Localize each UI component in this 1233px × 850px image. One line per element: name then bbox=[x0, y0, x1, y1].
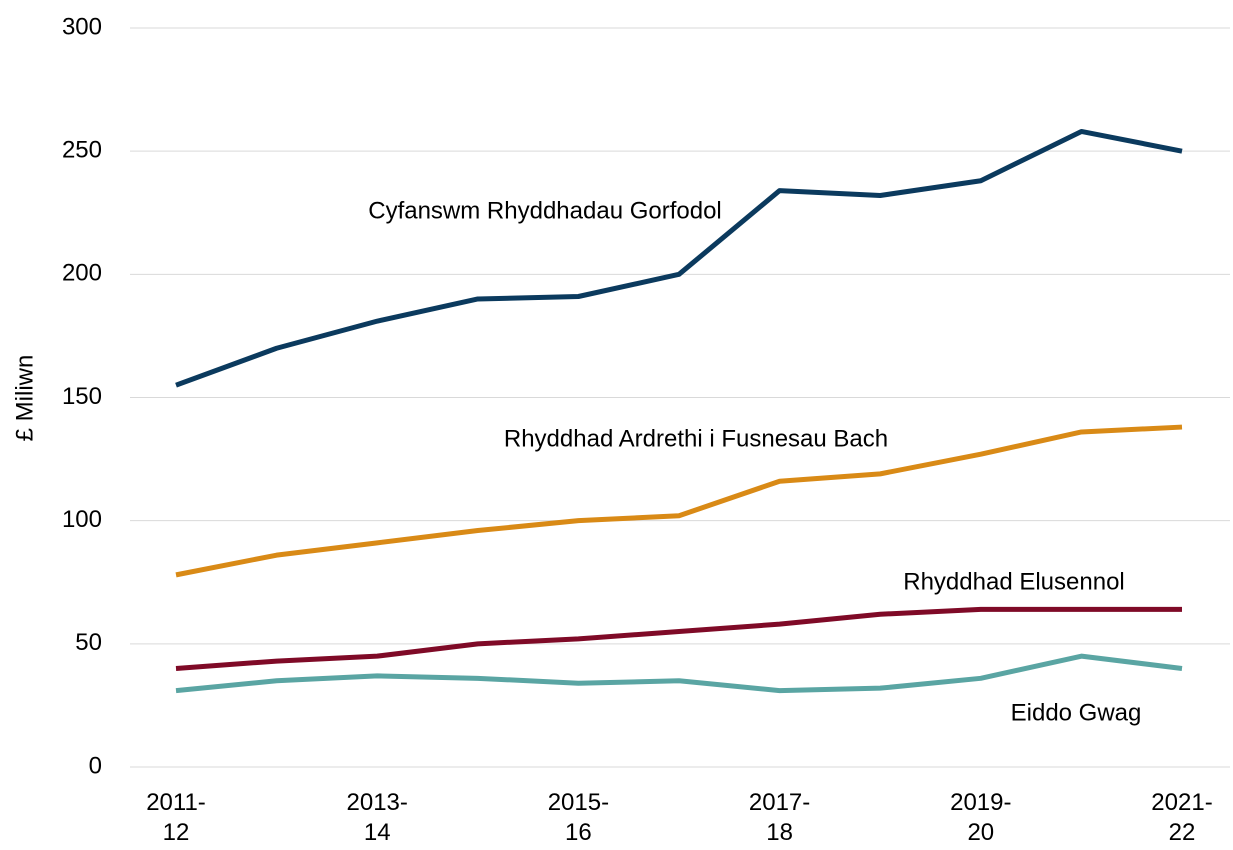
x-tick-label-line: 2011- bbox=[146, 789, 206, 816]
series-line bbox=[175, 606, 1182, 671]
series-label: Rhyddhad Elusennol bbox=[903, 568, 1125, 595]
y-tick-label: 250 bbox=[62, 137, 102, 164]
x-tick-label-line: 22 bbox=[1169, 819, 1196, 846]
x-tick-label: 2015- 16 bbox=[548, 789, 609, 846]
x-tick-label: 2021- 22 bbox=[1151, 789, 1212, 846]
x-tick-label-line: 2017- bbox=[749, 789, 810, 816]
y-tick-label: 300 bbox=[62, 13, 102, 40]
x-tick-label-line: 20 bbox=[967, 819, 994, 846]
x-tick-label-line: 18 bbox=[766, 819, 793, 846]
x-tick-label-line: 2019- bbox=[950, 789, 1011, 816]
y-tick-label: 50 bbox=[75, 629, 102, 656]
y-tick-label: 200 bbox=[62, 260, 102, 287]
series-line bbox=[175, 128, 1183, 388]
series-line bbox=[175, 653, 1183, 694]
series-line bbox=[175, 424, 1183, 578]
y-tick-label: 0 bbox=[89, 752, 102, 779]
x-tick-label-line: 2013- bbox=[347, 789, 408, 816]
x-tick-label: 2017- 18 bbox=[749, 789, 810, 846]
x-tick-label-line: 2021- bbox=[1151, 789, 1212, 816]
x-tick-label-line: 16 bbox=[565, 819, 592, 846]
y-tick-label: 100 bbox=[62, 506, 102, 533]
series-label: Rhyddhad Ardrethi i Fusnesau Bach bbox=[504, 425, 888, 452]
x-tick-label: 2011- 12 bbox=[146, 789, 206, 846]
x-tick-label-line: 2015- bbox=[548, 789, 609, 816]
y-axis-label: £ Miliwn bbox=[11, 355, 38, 442]
x-tick-label: 2019- 20 bbox=[950, 789, 1011, 846]
x-tick-label-line: 12 bbox=[163, 819, 190, 846]
x-tick-label: 2013- 14 bbox=[347, 789, 408, 846]
series-label: Cyfanswm Rhyddhadau Gorfodol bbox=[368, 197, 722, 224]
y-tick-label: 150 bbox=[62, 383, 102, 410]
series-label: Eiddo Gwag bbox=[1011, 699, 1142, 726]
x-tick-label-line: 14 bbox=[364, 819, 391, 846]
